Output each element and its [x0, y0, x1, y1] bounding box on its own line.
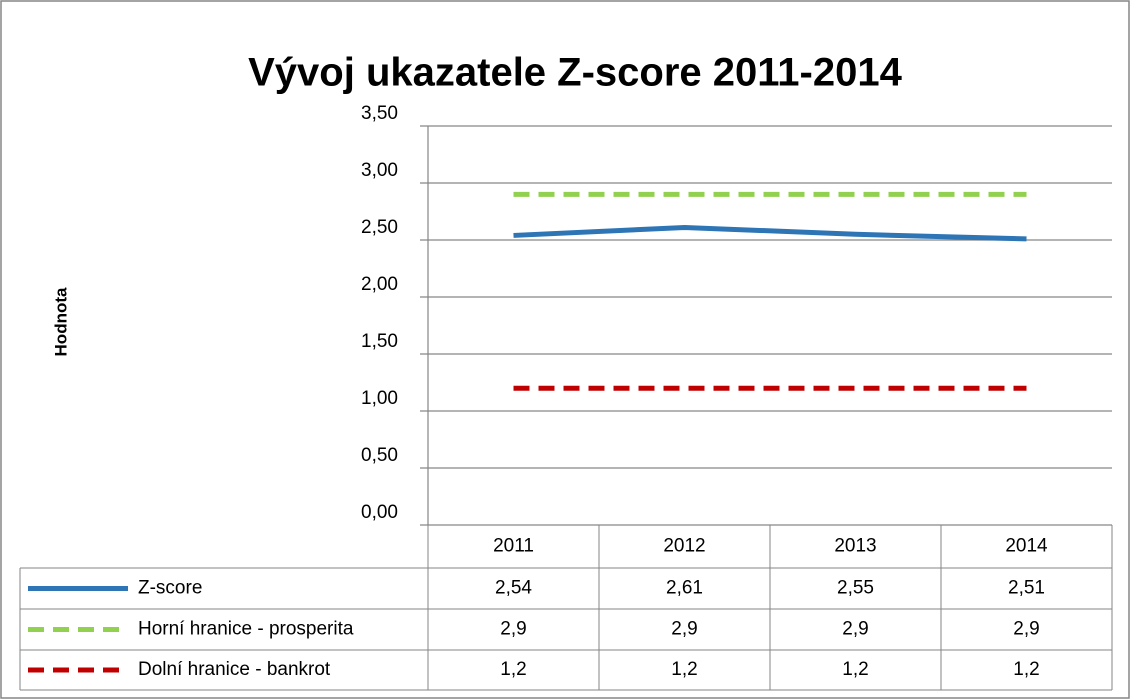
y-tick-label: 3,00 [361, 160, 398, 181]
table-value: 2,51 [1008, 578, 1045, 599]
y-tick-label: 1,50 [361, 331, 398, 352]
table-value: 2,9 [1013, 619, 1039, 640]
y-tick-label: 0,50 [361, 445, 398, 466]
legend-label: Horní hranice - prosperita [138, 619, 354, 640]
x-tick-label: 2011 [493, 536, 534, 557]
x-tick-label: 2014 [1005, 536, 1048, 557]
legend-label: Dolní hranice - bankrot [138, 659, 331, 680]
table-value: 1,2 [1013, 659, 1039, 680]
y-tick-label: 0,00 [361, 502, 398, 523]
table-value: 2,55 [837, 578, 874, 599]
table-value: 1,2 [500, 659, 526, 680]
series-line [513, 224, 1027, 242]
table-value: 2,61 [666, 578, 703, 599]
y-tick-label: 2,00 [361, 274, 398, 295]
x-tick-label: 2012 [663, 536, 705, 557]
table-value: 1,2 [842, 659, 868, 680]
chart-title: Vývoj ukazatele Z-score 2011-2014 [248, 51, 902, 95]
legend-label: Z-score [138, 578, 202, 599]
table-value: 2,9 [500, 619, 526, 640]
table-value: 2,9 [842, 619, 868, 640]
table-value: 2,9 [671, 619, 697, 640]
y-tick-label: 3,50 [361, 103, 398, 124]
y-tick-label: 2,50 [361, 217, 398, 238]
table-value: 2,54 [495, 578, 532, 599]
y-tick-label: 1,00 [361, 388, 398, 409]
x-tick-label: 2013 [834, 536, 876, 557]
table-value: 1,2 [671, 659, 697, 680]
y-axis-label: Hodnota [51, 287, 70, 356]
